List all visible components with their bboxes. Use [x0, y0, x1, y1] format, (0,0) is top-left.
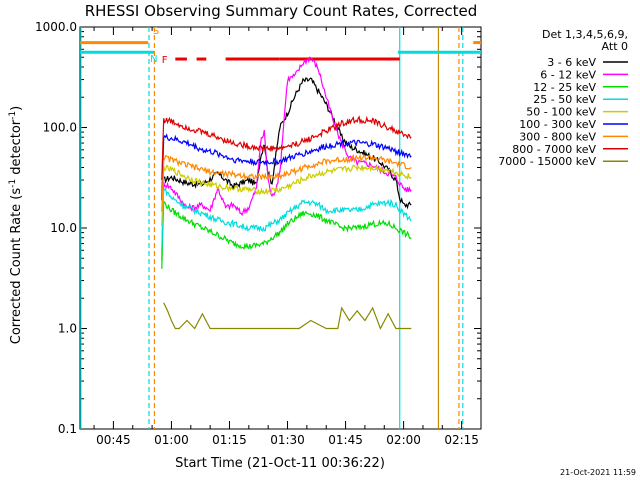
legend-entry-label: 25 - 50 keV: [533, 93, 596, 106]
y-tick-label: 0.1: [58, 422, 77, 436]
night-flag-label: N: [150, 54, 157, 65]
x-tick-label: 01:30: [270, 433, 305, 447]
timestamp: 21-Oct-2021 11:59: [560, 468, 636, 477]
x-tick-label: 01:45: [328, 433, 363, 447]
y-axis-label-end: ): [9, 106, 24, 111]
y-tick-label: 1.0: [58, 322, 77, 336]
x-tick-label: 02:15: [444, 433, 479, 447]
y-tick-label: 1000.0: [35, 20, 77, 34]
legend-entry-label: 3 - 6 keV: [547, 56, 596, 69]
series-line-2: [161, 200, 412, 269]
plot-frame: [79, 26, 482, 430]
y-tick-label: 100.0: [43, 121, 77, 135]
y-axis-label: Corrected Count Rate (s-1 detector-1): [8, 106, 24, 344]
y-axis-label-mid: detector: [9, 119, 24, 179]
series-line-7: [161, 115, 412, 180]
legend-entry-label: 6 - 12 keV: [540, 68, 596, 81]
series-line-6: [161, 153, 412, 212]
series-line-4: [161, 163, 412, 227]
legend-entry-label: 100 - 300 keV: [519, 118, 596, 131]
saa-flag-label: S: [153, 26, 159, 37]
legend-entry-label: 800 - 7000 keV: [512, 143, 596, 156]
x-tick-label: 01:15: [212, 433, 247, 447]
series-line-3: [161, 185, 412, 250]
x-axis-label: Start Time (21-Oct-11 00:36:22): [175, 456, 385, 471]
y-axis-ticks: 1000.0 100.0 10.0 1.0 0.1: [35, 20, 481, 436]
x-tick-label: 01:00: [154, 433, 189, 447]
y-axis-label-sup2: -1: [8, 111, 18, 120]
x-tick-label: 02:00: [386, 433, 421, 447]
legend-entry-label: 50 - 100 keV: [526, 106, 596, 119]
y-tick-label: 10.0: [50, 221, 77, 235]
legend-header-line1: Det 1,3,4,5,6,9,: [542, 28, 628, 41]
series-line-1: [161, 56, 412, 261]
y-axis-label-main: Corrected Count Rate (s: [9, 188, 24, 345]
chart-title: RHESSI Observing Summary Count Rates, Co…: [85, 2, 478, 20]
series-line-0: [163, 77, 412, 210]
legend-entry-label: 300 - 800 keV: [519, 130, 596, 143]
series-line-5: [161, 133, 412, 201]
flare-flag-label: F: [162, 55, 168, 66]
legend-header-line2: Att 0: [602, 40, 628, 53]
x-tick-label: 00:45: [96, 433, 131, 447]
x-axis-ticks: 00:45 01:00 01:15 01:30 01:45 02:00 02:15: [93, 27, 482, 447]
legend-entry-label: 12 - 25 keV: [533, 81, 596, 94]
series-line-8: [163, 302, 412, 330]
legend-entry-label: 7000 - 15000 keV: [498, 155, 596, 168]
plot-area: S N F: [80, 26, 481, 429]
y-axis-label-sup1: -1: [8, 179, 18, 188]
